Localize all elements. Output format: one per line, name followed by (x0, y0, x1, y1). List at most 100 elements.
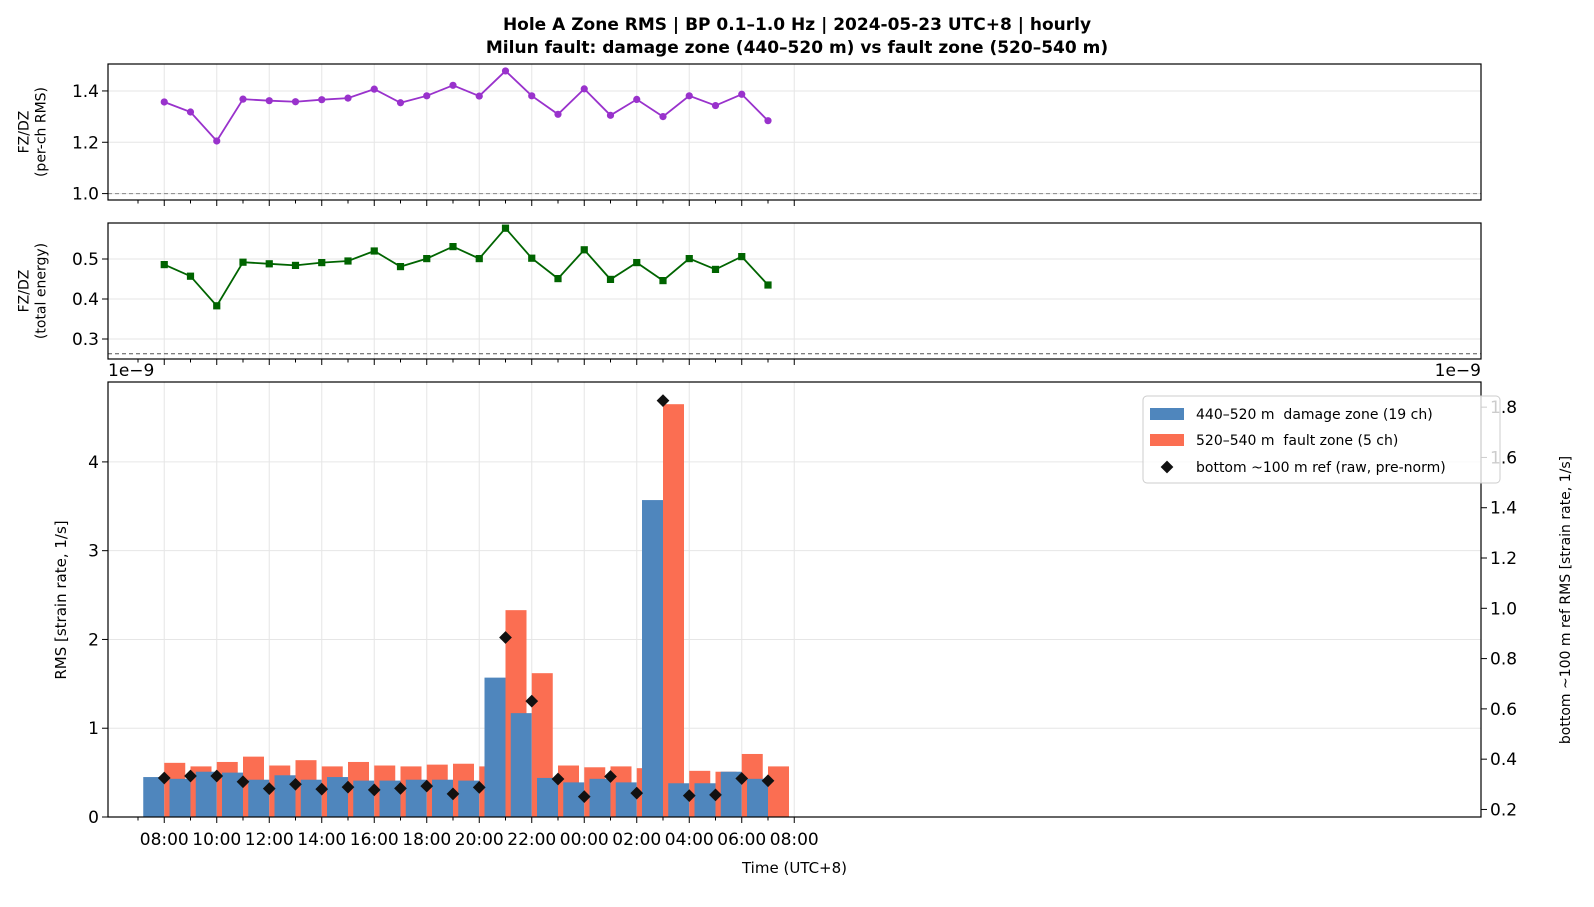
ratio-energy-point (370, 247, 378, 255)
damage-zone-bar (327, 777, 348, 817)
ratio-energy-point (291, 261, 300, 269)
ratio-rms-point (239, 95, 247, 103)
damage-zone-bar (195, 771, 217, 817)
y-tick-label: 1.4 (72, 82, 99, 102)
ratio-energy-point (318, 259, 326, 267)
y-tick-label: 1 (88, 719, 99, 739)
ratio-rms-point (344, 94, 352, 102)
y2-tick-label: 0.2 (1490, 800, 1517, 820)
offset-label-left: 1e−9 (108, 361, 154, 381)
damage-zone-bar (747, 778, 768, 817)
x-tick-label: 16:00 (350, 830, 399, 850)
ratio-energy-point (606, 275, 615, 283)
damage-zone-bar (694, 783, 716, 817)
damage-zone-bar (405, 779, 427, 817)
damage-zone-bar (432, 779, 453, 817)
ratio-energy-point (344, 257, 352, 265)
y-tick-label: 0.5 (72, 250, 99, 270)
ratio-energy-point (633, 259, 641, 267)
legend-swatch-fault-zone (1150, 434, 1184, 446)
ratio-energy-point (738, 253, 746, 261)
damage-zone-bar (379, 780, 401, 817)
ratio-rms-point (186, 108, 195, 116)
chart-title-line1: Hole A Zone RMS | BP 0.1–1.0 Hz | 2024-0… (503, 15, 1091, 35)
x-tick-label: 18:00 (402, 830, 451, 850)
chart-title-line2: Milun fault: damage zone (440–520 m) vs … (486, 38, 1108, 58)
y-tick-label: 0.4 (72, 290, 99, 310)
ratio-rms-point (606, 111, 615, 119)
legend-label-fault-zone: 520–540 m fault zone (5 ch) (1196, 433, 1398, 449)
y-axis-label: FZ/DZ(per-ch RMS) (17, 87, 50, 177)
ratio-rms-point (291, 98, 300, 106)
x-tick-label: 22:00 (507, 830, 556, 850)
ratio-energy-point (659, 277, 667, 285)
damage-zone-bar (300, 779, 322, 817)
y-tick-label: 0.3 (72, 330, 99, 350)
legend-label-damage-zone: 440–520 m damage zone (19 ch) (1196, 407, 1433, 423)
ratio-energy-line (163, 226, 769, 308)
ratio-energy-point (764, 281, 772, 289)
ratio-rms-point (475, 92, 483, 100)
y-axis-label: FZ/DZ(total energy) (17, 243, 50, 339)
ratio-energy-point (423, 255, 431, 263)
y2-tick-label: 0.4 (1490, 750, 1517, 770)
offset-label-right: 1e−9 (1435, 361, 1481, 381)
ratio-rms-point (685, 92, 693, 100)
fault-zone-bar (663, 404, 684, 817)
ratio-rms-point (580, 85, 588, 93)
y2-tick-label: 0.8 (1490, 650, 1517, 670)
ratio-energy-point (239, 258, 247, 266)
ratio-energy-point (475, 255, 483, 263)
y2-tick-label: 0.6 (1490, 700, 1517, 720)
y2-axis-label: bottom ~100 m ref RMS [strain rate, 1/s] (1558, 456, 1574, 744)
ratio-energy-point (265, 260, 273, 268)
x-tick-label: 02:00 (612, 830, 661, 850)
damage-zone-bar (563, 782, 585, 817)
y2-tick-label: 1.4 (1490, 499, 1517, 519)
y-tick-label: 0 (88, 808, 99, 828)
damage-zone-bar (642, 500, 663, 817)
y-axis-label-line: (total energy) (34, 243, 50, 339)
x-tick-label: 12:00 (245, 830, 294, 850)
ratio-rms-point (370, 85, 378, 93)
ratio-energy-point (186, 272, 195, 280)
x-tick-label: 06:00 (717, 830, 766, 850)
damage-zone-bar (274, 775, 296, 817)
damage-zone-bar (222, 772, 243, 817)
y-axis-label-line: (per-ch RMS) (34, 87, 50, 177)
y-axis-label: RMS [strain rate, 1/s] (52, 520, 70, 679)
y-tick-label: 2 (88, 630, 99, 650)
x-tick-label: 10:00 (192, 830, 241, 850)
damage-zone-bar (484, 677, 506, 817)
legend-frame (1142, 395, 1501, 484)
y-axis-label-line: FZ/DZ (17, 270, 33, 313)
legend-swatch-damage-zone (1150, 408, 1184, 420)
ratio-energy-point (449, 243, 457, 251)
damage-zone-bar (458, 780, 480, 817)
ratio-rms-panel: 1.0 1.2 1.4 FZ/DZ(per-ch RMS) (17, 63, 1482, 206)
y-tick-label: 3 (88, 542, 99, 562)
ratio-energy-panel: 0.3 0.4 0.5 FZ/DZ(total energy) (17, 222, 1482, 365)
ratio-energy-point (160, 261, 168, 269)
y-tick-label: 4 (88, 453, 99, 473)
ratio-rms-point (764, 117, 772, 125)
ratio-rms-point (423, 92, 431, 100)
x-tick-label: 00:00 (560, 830, 609, 850)
damage-zone-bar (720, 771, 742, 817)
ratio-rms-point (633, 95, 641, 104)
ratio-energy-point (528, 254, 536, 262)
damage-zone-bar (537, 777, 558, 817)
damage-zone-bar (510, 713, 532, 817)
ratio-energy-point (213, 302, 221, 310)
zone-rms-panel: 08:00 10:00 12:00 14:00 16:00 18:00 20:00 22:00… (52, 361, 1574, 877)
ratio-rms-point (160, 98, 168, 106)
damage-zone-bar (143, 777, 165, 817)
ratio-energy-point (396, 263, 405, 271)
x-axis-label: Time (UTC+8) (741, 859, 847, 877)
ratio-rms-point (659, 113, 667, 121)
ratio-rms-point (738, 90, 746, 98)
y-axis-label-line: FZ/DZ (17, 111, 33, 154)
ratio-rms-point (396, 99, 405, 107)
damage-zone-bar (169, 778, 191, 817)
